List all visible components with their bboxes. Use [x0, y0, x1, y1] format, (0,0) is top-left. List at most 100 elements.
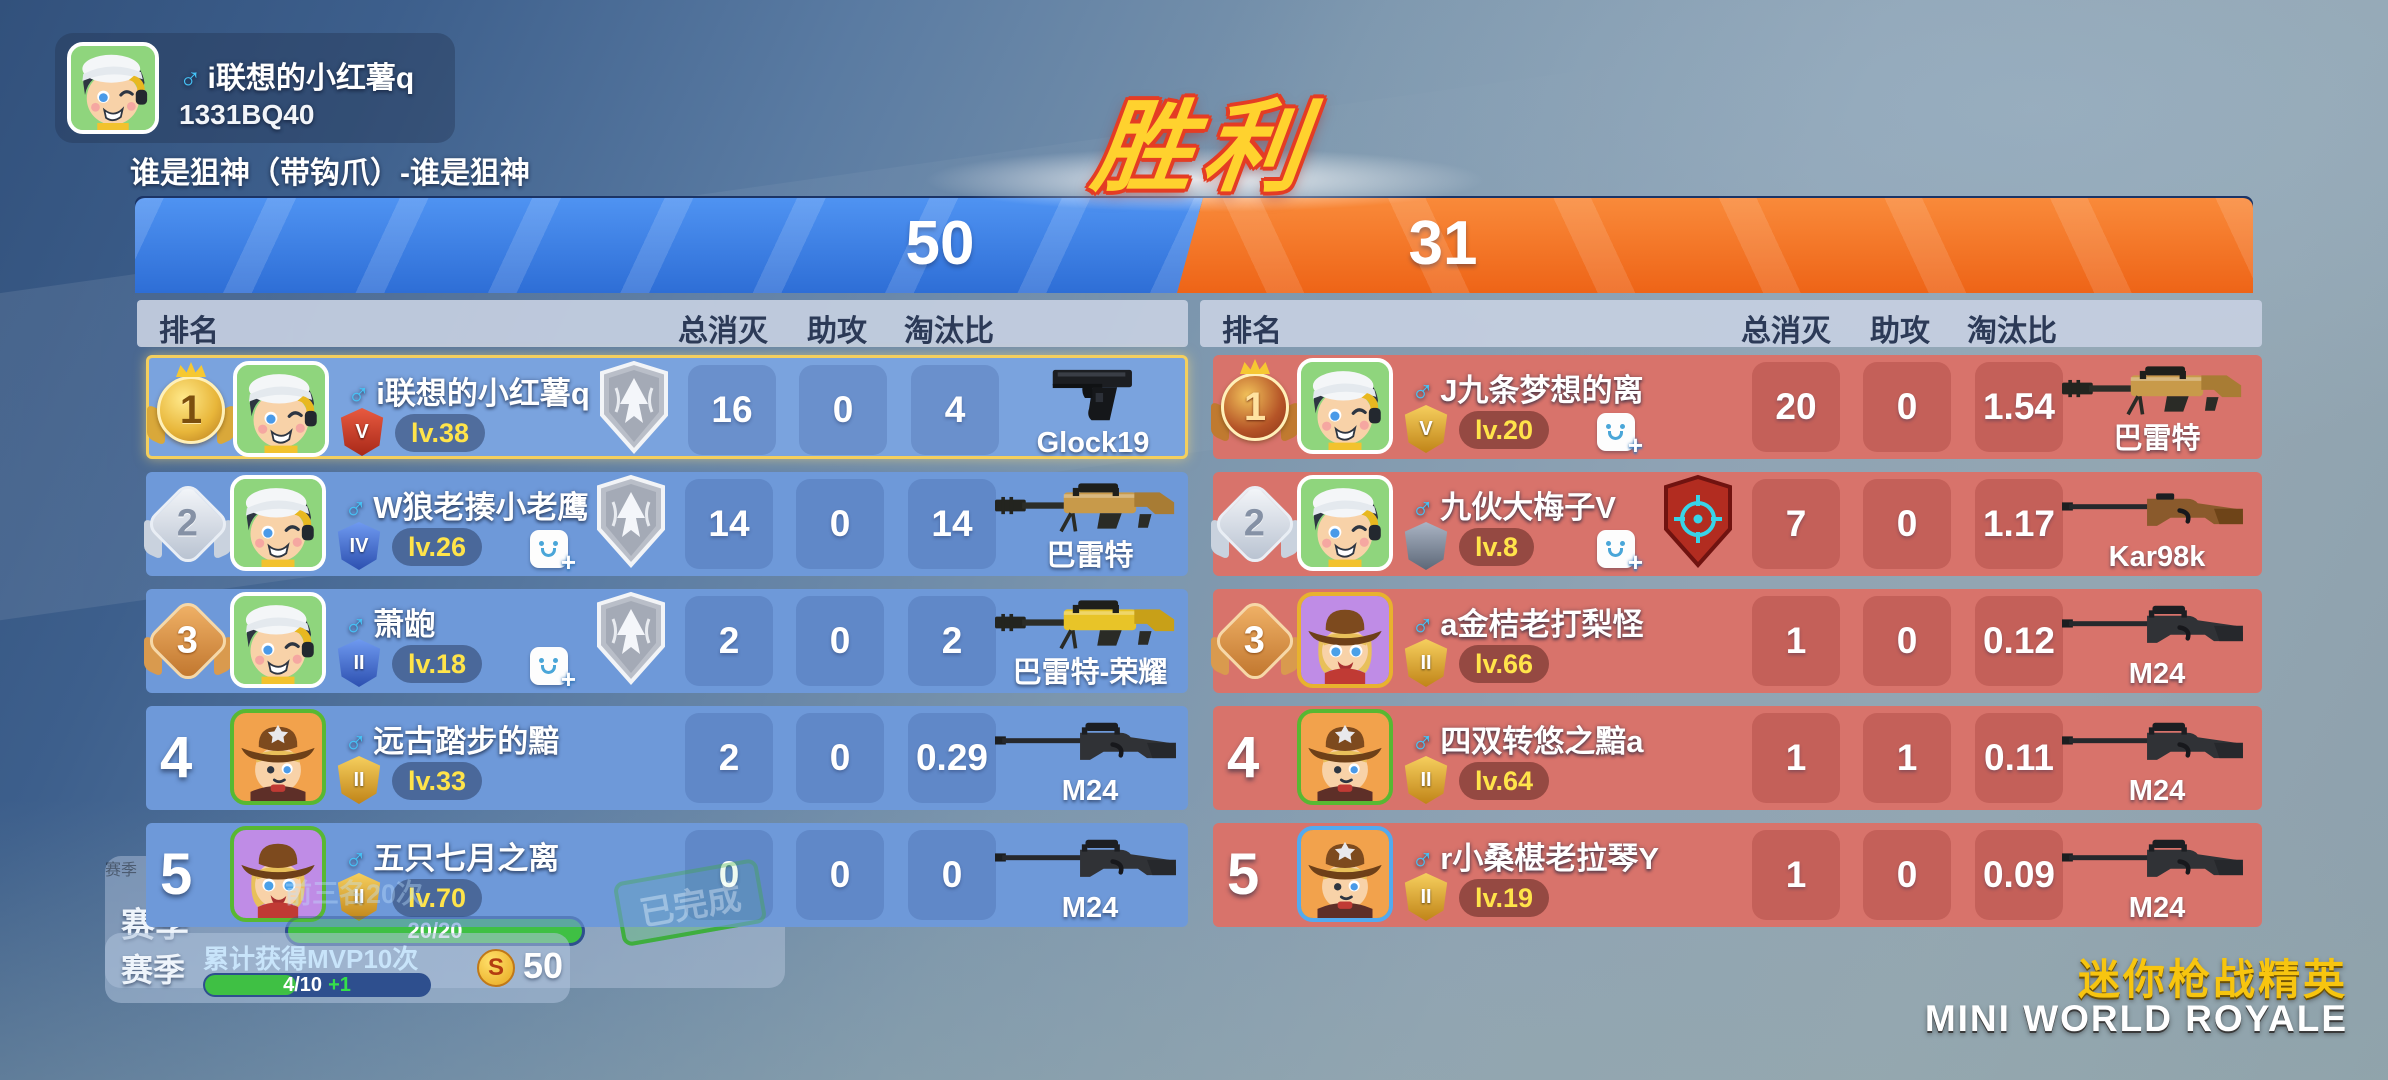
rank-number: 5: [160, 842, 193, 907]
player-avatar[interactable]: [1297, 709, 1393, 805]
player-avatar[interactable]: [1297, 358, 1393, 454]
pistol-icon: [1052, 369, 1132, 421]
player-row[interactable]: 3 ♂ a金桔老打梨怪 II lv.66 1 0 0.12 M24: [1211, 589, 2262, 693]
level-badge: lv.19: [1459, 879, 1550, 917]
add-friend-icon[interactable]: +: [530, 647, 576, 694]
weapon: M24: [2062, 589, 2252, 693]
add-friend-icon[interactable]: +: [1597, 413, 1643, 460]
season-rank-badge-icon: II: [337, 639, 381, 687]
victory-banner: 胜利: [1086, 92, 1321, 204]
kills-value: 0: [685, 830, 773, 920]
m24-icon: [2062, 839, 2243, 877]
rank-number: 4: [160, 725, 193, 790]
m24-icon: [2062, 605, 2243, 643]
mvp-progress-text: 4/10 +1: [283, 974, 351, 996]
weapon-name: M24: [1061, 775, 1119, 807]
assists-value: 0: [1863, 596, 1951, 686]
player-info-card: ♂ i联想的小红薯q 1331BQ40: [55, 33, 455, 143]
weapon-name: Glock19: [1036, 427, 1150, 459]
m24-icon: [995, 722, 1176, 760]
player-avatar[interactable]: [1297, 826, 1393, 922]
male-gender-icon: ♂: [344, 490, 368, 525]
player-row[interactable]: 5 ♂ r小桑椹老拉琴Y II lv.19 1 0 0.09 M24: [1213, 823, 2262, 927]
player-avatar[interactable]: [67, 42, 159, 134]
player-name: ♂ r小桑椹老拉琴Y: [1411, 841, 1659, 876]
player-row[interactable]: 4 ♂ 远古踏步的黯 II lv.33 2 0 0.29 M24: [146, 706, 1188, 810]
ratio-value: 0.29: [908, 713, 996, 803]
assists-value: 1: [1863, 713, 1951, 803]
assists-value: 0: [796, 596, 884, 686]
season-rank-badge-icon: II: [337, 873, 381, 921]
red-table-header: 排名 总消灭 助攻 淘汰比: [1200, 300, 2262, 348]
player-row[interactable]: 2 ♂ W狼老揍小老鹰 IV lv.26 + 14 0 14 巴雷特: [144, 472, 1188, 577]
weapon: M24: [2062, 706, 2252, 810]
player-name: ♂ 五只七月之离: [344, 841, 560, 876]
weapon: Glock19: [998, 358, 1188, 462]
kills-value: 7: [1752, 479, 1840, 569]
kills-value: 2: [685, 596, 773, 686]
weapon: 巴雷特-荣耀: [995, 589, 1185, 693]
season-rank-badge-icon: IV: [337, 522, 381, 570]
assists-value: 0: [796, 479, 884, 569]
player-avatar[interactable]: [230, 709, 326, 805]
season-rank-badge-icon: II: [1404, 873, 1448, 921]
male-gender-icon: ♂: [344, 607, 368, 642]
coin-icon: S: [477, 949, 515, 987]
add-friend-icon[interactable]: +: [1597, 530, 1643, 577]
player-avatar[interactable]: [230, 592, 326, 688]
player-row[interactable]: 2 ♂ 九伙大梅子V lv.8 + 7 0 1.17 Kar98k: [1211, 472, 2262, 577]
male-gender-icon: ♂: [1411, 373, 1435, 408]
player-name: ♂ i联想的小红薯q: [347, 376, 590, 411]
male-gender-icon: ♂: [344, 724, 368, 759]
barrett-gold-icon: [2062, 366, 2242, 416]
weapon-name: 巴雷特-荣耀: [1012, 657, 1168, 689]
season-label: 赛季: [121, 952, 186, 988]
col-assists: 助攻: [807, 315, 867, 348]
player-avatar[interactable]: [1297, 475, 1393, 571]
add-friend-icon[interactable]: +: [530, 530, 576, 577]
game-mode-title: 谁是狙神（带钩爪）-谁是狙神: [130, 157, 530, 190]
season-rank-badge-icon: II: [1404, 639, 1448, 687]
ratio-value: 1.54: [1975, 362, 2063, 452]
player-name: ♂ 九伙大梅子V: [1411, 490, 1616, 525]
rank-number: 4: [1227, 725, 1260, 790]
player-avatar[interactable]: [1297, 592, 1393, 688]
m24-icon: [995, 839, 1176, 877]
level-badge: lv.20: [1459, 411, 1550, 449]
player-avatar[interactable]: [230, 475, 326, 571]
col-ratio: 淘汰比: [904, 315, 994, 348]
rank-3-medal-icon: 3: [144, 595, 232, 687]
col-assists: 助攻: [1870, 315, 1930, 348]
player-avatar[interactable]: [233, 361, 329, 457]
weapon: 巴雷特: [995, 472, 1185, 576]
mvp-progress-bar: 4/10 +1: [203, 973, 431, 997]
rank-1-medal-icon: 1: [1211, 361, 1299, 453]
player-row[interactable]: 4 ♂ 四双转悠之黯a II lv.64 1 1 0.11 M24: [1213, 706, 2262, 810]
weapon-name: M24: [2128, 775, 2186, 807]
level-badge: lv.26: [392, 528, 483, 566]
season-task-title: 累计获得MVP10次: [203, 944, 419, 974]
player-avatar[interactable]: [230, 826, 326, 922]
barrett-gold-icon: [995, 483, 1175, 533]
season-rank-badge-icon: V: [1404, 405, 1448, 453]
male-gender-icon: ♂: [1411, 490, 1435, 525]
kills-value: 14: [685, 479, 773, 569]
blue-team-score: 50: [905, 209, 975, 278]
red-team-score: 31: [1408, 209, 1478, 278]
male-gender-icon: ♂: [1411, 724, 1435, 759]
player-name: ♂ a金桔老打梨怪: [1411, 607, 1644, 642]
rank-1-medal-icon: 1: [147, 364, 235, 456]
player-id: 1331BQ40: [179, 99, 315, 130]
game-logo-en: MINI WORLD ROYALE: [1924, 998, 2348, 1039]
season-rank-badge-icon: [1404, 522, 1448, 570]
assists-value: 0: [1863, 479, 1951, 569]
kar98k-icon: [2062, 493, 2243, 526]
level-badge: lv.70: [392, 879, 483, 917]
weapon: M24: [995, 823, 1185, 927]
player-row[interactable]: 5 ♂ 五只七月之离 II lv.70 0 0 0 M24: [146, 823, 1188, 927]
